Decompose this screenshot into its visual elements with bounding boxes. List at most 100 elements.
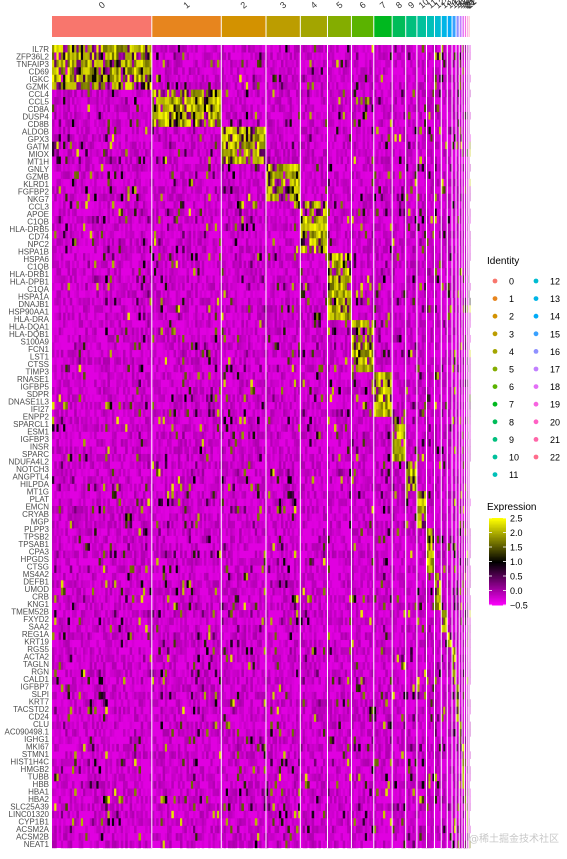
heatmap-cell: [96, 97, 99, 105]
heatmap-cell: [98, 82, 102, 90]
heatmap-cell: [199, 230, 203, 239]
heatmap-cell: [424, 238, 427, 246]
heatmap-cell: [407, 238, 411, 246]
heatmap-cell: [158, 320, 161, 328]
heatmap-cell: [369, 178, 372, 187]
heatmap-cell: [438, 305, 442, 313]
heatmap-cell: [186, 230, 190, 239]
heatmap-cell: [320, 260, 324, 269]
heatmap-cell: [285, 282, 288, 291]
heatmap-cell: [199, 111, 203, 120]
heatmap-cell: [138, 282, 142, 291]
heatmap-cell: [193, 67, 196, 75]
heatmap-cell: [91, 134, 95, 142]
heatmap-cell: [105, 297, 108, 306]
heatmap-cell: [103, 82, 106, 90]
heatmap-cell: [56, 290, 59, 298]
heatmap-cell: [338, 89, 341, 98]
heatmap-cell: [167, 282, 170, 291]
heatmap-cell: [434, 186, 438, 194]
heatmap-cell: [250, 268, 253, 276]
heatmap-cell: [164, 119, 168, 127]
heatmap-cell: [387, 230, 391, 239]
heatmap-cell: [334, 134, 337, 142]
heatmap-cell: [449, 178, 453, 187]
heatmap-cell: [195, 245, 198, 254]
heatmap-cell: [441, 67, 444, 75]
heatmap-cell: [151, 119, 155, 127]
heatmap-cell: [223, 193, 227, 202]
heatmap-cell: [421, 82, 425, 90]
heatmap-cell: [125, 223, 128, 232]
heatmap-cell: [52, 156, 55, 165]
heatmap-cell: [438, 282, 442, 291]
heatmap-cell: [261, 141, 265, 150]
heatmap-cell: [134, 67, 137, 75]
heatmap-cell: [392, 208, 395, 217]
heatmap-cell: [173, 223, 176, 232]
heatmap-cell: [302, 208, 306, 217]
heatmap-cell: [382, 275, 386, 284]
heatmap-cell: [464, 97, 466, 105]
heatmap-cell: [195, 126, 198, 135]
heatmap-cell: [138, 141, 142, 150]
heatmap-cell: [96, 238, 99, 246]
heatmap-cell: [304, 134, 308, 142]
heatmap-cell: [457, 216, 460, 224]
heatmap-cell: [387, 163, 391, 172]
heatmap-cell: [78, 111, 82, 120]
heatmap-cell: [396, 201, 400, 209]
heatmap-cell: [67, 67, 71, 75]
heatmap-cell: [410, 186, 413, 194]
heatmap-cell: [197, 320, 200, 328]
heatmap-cell: [334, 74, 337, 83]
heatmap-cell: [80, 89, 84, 98]
heatmap-cell: [232, 156, 235, 165]
heatmap-cell: [134, 141, 137, 150]
heatmap-cell: [206, 74, 209, 83]
heatmap-cell: [412, 290, 415, 298]
heatmap-cell: [325, 245, 328, 254]
heatmap-cell: [197, 260, 200, 269]
heatmap-cell: [122, 74, 126, 83]
heatmap-cell: [221, 268, 224, 276]
heatmap-cell: [230, 67, 233, 75]
heatmap-cell: [65, 305, 68, 313]
heatmap-cell: [173, 59, 176, 68]
heatmap-cell: [270, 89, 273, 98]
heatmap-cell: [85, 312, 88, 321]
heatmap-cell: [114, 119, 117, 127]
heatmap-cell: [302, 89, 306, 98]
heatmap-cell: [171, 141, 174, 150]
heatmap-cell: [63, 245, 66, 254]
heatmap-cell: [131, 119, 135, 127]
heatmap-cell: [98, 149, 102, 157]
heatmap-cell: [456, 111, 458, 120]
heatmap-cell: [177, 59, 181, 68]
heatmap-cell: [193, 186, 196, 194]
heatmap-cell: [265, 260, 269, 269]
heatmap-cell: [201, 97, 205, 105]
heatmap-cell: [378, 312, 381, 321]
heatmap-cell: [87, 305, 91, 313]
heatmap-cell: [134, 186, 137, 194]
heatmap-cell: [142, 74, 146, 83]
heatmap-cell: [414, 260, 418, 269]
heatmap-cell: [188, 126, 192, 135]
heatmap-cell: [175, 238, 179, 246]
heatmap-cell: [236, 260, 240, 269]
heatmap-cell: [60, 82, 64, 90]
heatmap-cell: [296, 156, 299, 165]
heatmap-cell: [462, 97, 464, 105]
heatmap-cell: [325, 156, 328, 165]
heatmap-cell: [180, 230, 183, 239]
heatmap-cell: [214, 52, 218, 61]
heatmap-cell: [98, 223, 102, 232]
heatmap-cell: [257, 253, 260, 261]
heatmap-cell: [347, 208, 350, 217]
heatmap-cell: [456, 52, 458, 61]
heatmap-cell: [171, 89, 174, 98]
heatmap-cell: [74, 305, 77, 313]
heatmap-cell: [322, 82, 326, 90]
heatmap-cell: [162, 171, 166, 180]
